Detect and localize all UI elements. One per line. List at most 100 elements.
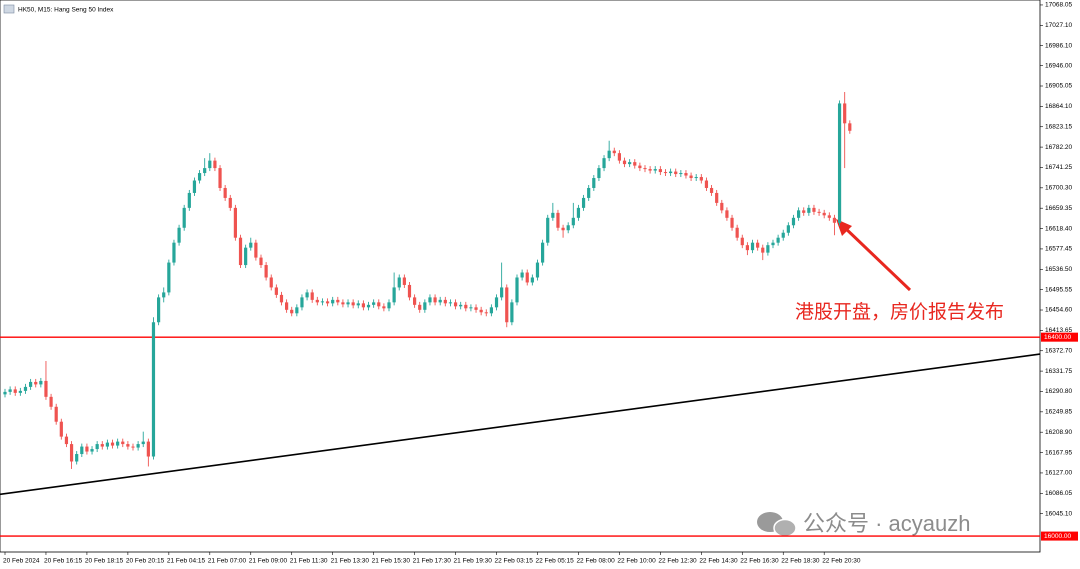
candle-body [617, 153, 621, 161]
y-tick-label: 16986.10 [1045, 42, 1072, 49]
candle-body [433, 297, 437, 303]
candle-body [663, 172, 668, 174]
candle-body [361, 303, 365, 308]
candle-body [157, 297, 161, 323]
candle-body [704, 180, 709, 188]
candle-body [520, 272, 524, 278]
candle-body [29, 381, 33, 387]
candle-body [484, 312, 488, 314]
x-tick-label: 22 Feb 14:30 [699, 558, 738, 565]
candle-body [213, 160, 217, 169]
candle-body [228, 197, 232, 208]
candle-body [709, 187, 714, 193]
candle-body [64, 436, 69, 445]
x-tick-label: 20 Feb 16:15 [44, 558, 83, 565]
y-tick-label: 16659.35 [1045, 205, 1072, 212]
candle-body [791, 217, 796, 226]
candle-body [638, 165, 642, 169]
candle-body [351, 302, 355, 306]
annotation-arrow [841, 224, 912, 292]
trendline [0, 353, 1041, 496]
y-tick-label: 16864.10 [1045, 103, 1072, 110]
candle-body [387, 302, 391, 309]
candle-body [162, 292, 166, 298]
candle-body [459, 304, 463, 307]
x-tick-label: 20 Feb 2024 [3, 558, 40, 565]
candle-body [689, 175, 693, 179]
candle-body [443, 299, 447, 304]
candle-body [658, 169, 662, 173]
candle-body [49, 396, 53, 407]
candle-body [39, 380, 43, 385]
y-tick-label: 16127.00 [1045, 470, 1072, 477]
candle-body [167, 262, 171, 293]
candle-body [581, 197, 586, 208]
x-tick-label: 20 Feb 20:15 [126, 558, 165, 565]
candle-body [510, 302, 514, 323]
candle-body [576, 207, 581, 218]
price-level-box [1041, 531, 1078, 541]
candle-body [172, 242, 176, 263]
candle-body [279, 294, 284, 303]
y-tick-label: 16290.80 [1045, 388, 1072, 395]
x-tick-label: 22 Feb 16:30 [740, 558, 779, 565]
candle-body [812, 207, 816, 212]
candle-body [315, 299, 319, 303]
candle-body [300, 297, 304, 308]
candle-body [305, 292, 309, 298]
y-tick-label: 16741.25 [1045, 164, 1072, 171]
plot-frame [0, 0, 1041, 553]
candle-body [535, 262, 540, 278]
candle-body [75, 454, 79, 462]
candle-body [438, 299, 442, 303]
candle-body [105, 442, 109, 447]
candle-body [628, 162, 632, 165]
candle-body [541, 242, 545, 263]
y-tick-label: 16208.90 [1045, 429, 1072, 436]
candle-body [356, 303, 360, 306]
candle-body [320, 301, 325, 303]
x-tick-label: 21 Feb 11:30 [290, 558, 328, 565]
candle-body [8, 389, 12, 392]
candle-body [382, 306, 386, 309]
candle-body [341, 302, 345, 305]
y-tick-label: 16905.05 [1045, 83, 1072, 90]
y-tick-label: 17027.10 [1045, 22, 1072, 29]
candle-body [602, 158, 606, 169]
candle-body [720, 202, 724, 211]
candle-body [546, 217, 550, 243]
candle-body [285, 302, 289, 310]
candle-body [807, 207, 811, 213]
candle-body [566, 225, 570, 231]
candle-body [264, 265, 268, 278]
candle-body [290, 309, 294, 314]
candle-body [674, 171, 678, 175]
x-tick-label: 21 Feb 13:30 [331, 558, 370, 565]
candle-body [643, 168, 647, 170]
candle-body [756, 242, 760, 248]
candle-body [372, 302, 376, 305]
candle-body [715, 192, 719, 203]
candle-body [669, 171, 673, 174]
candle-body [745, 245, 749, 251]
x-tick-label: 22 Feb 12:30 [658, 558, 697, 565]
candle-body [494, 297, 499, 308]
candle-body [151, 322, 156, 457]
candle-body [423, 302, 427, 310]
candle-body [525, 272, 529, 283]
candle-body [121, 441, 125, 445]
x-tick-label: 21 Feb 04:15 [167, 558, 206, 565]
candle-body [336, 299, 340, 303]
y-tick-label: 16700.30 [1045, 185, 1072, 192]
candle-body [505, 287, 509, 323]
candle-body [295, 307, 299, 314]
y-tick-label: 16495.55 [1045, 286, 1072, 293]
y-tick-label: 17068.05 [1045, 2, 1072, 9]
candle-body [832, 217, 837, 223]
candle-body [3, 391, 7, 395]
watermark-icon [757, 512, 797, 538]
candle-body [750, 242, 755, 251]
candle-body [95, 444, 99, 450]
candle-body [110, 442, 115, 446]
